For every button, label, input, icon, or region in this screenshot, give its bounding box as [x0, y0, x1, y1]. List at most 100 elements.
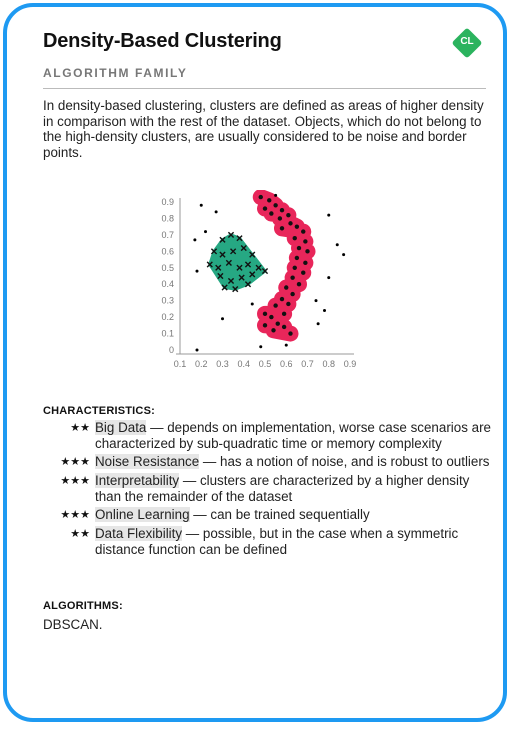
y-tick-label: 0.2: [161, 312, 174, 322]
noise-point: [327, 276, 331, 280]
cluster-point: [262, 323, 268, 328]
scatter-chart: 00.10.20.30.40.50.60.70.80.90.1 0.2 0.3 0.4…: [161, 190, 356, 369]
cluster-point: [286, 301, 291, 307]
noise-point: [274, 193, 278, 197]
card-description: In density-based clustering, clusters ar…: [43, 98, 484, 160]
characteristic-name: Data Flexibility: [95, 526, 183, 542]
x-tick-label: 0.7: [301, 359, 314, 369]
x-tick-label: 0.8: [322, 359, 335, 369]
characteristic-name: Interpretability: [95, 473, 180, 489]
cross-point: [221, 284, 228, 291]
characteristic-item: ★★★ Noise Resistance — has a notion of no…: [43, 454, 493, 470]
cross-point: [261, 267, 269, 275]
x-tick-label: 0.4: [237, 359, 250, 369]
y-tick-label: 0.7: [161, 230, 174, 240]
noise-point: [327, 213, 331, 217]
chart-axes: 00.10.20.30.40.50.60.70.80.90.1 0.2 0.3 0.4…: [161, 197, 356, 369]
card-title: Density-Based Clustering: [43, 30, 282, 52]
cluster-point: [286, 212, 291, 218]
noise-point: [335, 243, 339, 247]
category-badge: CL: [451, 27, 483, 59]
cross-point: [240, 244, 247, 252]
cross-point: [225, 259, 232, 266]
badge-label: CL: [460, 36, 474, 47]
cluster-point: [296, 245, 302, 251]
cross-point: [249, 271, 256, 278]
noise-point: [204, 230, 207, 234]
noise-point: [195, 269, 199, 273]
noise-point: [250, 302, 254, 306]
noise-point: [314, 299, 318, 303]
x-tick-label: 0.9: [344, 359, 357, 369]
characteristic-text: — possible, but in the case when a symme…: [95, 526, 459, 557]
y-tick-label: 0.8: [161, 213, 174, 223]
cluster-point: [290, 275, 295, 280]
cross-point: [227, 277, 235, 285]
y-tick-label: 0.6: [161, 246, 174, 256]
cluster-point: [279, 296, 285, 302]
y-tick-label: 0.1: [161, 329, 174, 339]
characteristic-name: Online Learning: [95, 507, 190, 523]
algorithms-title: ALGORITHMS:: [43, 600, 123, 612]
cross-point: [219, 251, 226, 258]
cluster-point: [294, 255, 300, 261]
cluster-point: [273, 203, 278, 208]
noise-point: [193, 238, 197, 242]
cross-point: [232, 286, 239, 293]
cross-point: [215, 264, 222, 271]
cluster-regions: [208, 190, 316, 342]
characteristic-text: — can be trained sequentially: [189, 507, 370, 523]
y-tick-label: 0: [169, 345, 174, 355]
cluster-point: [288, 331, 293, 336]
characteristics-list: ★★ Big Data — depends on implementation, …: [43, 420, 493, 561]
cluster-point: [301, 229, 306, 234]
cluster-point: [271, 328, 276, 333]
x-tick-label: 0.3: [216, 359, 229, 369]
characteristic-item: ★★ Data Flexibility — possible, but in th…: [43, 526, 493, 557]
characteristic-item: ★★★ Interpretability — clusters are chara…: [43, 473, 493, 504]
star-rating-icon: ★★★: [60, 509, 90, 522]
cluster-point: [290, 291, 295, 297]
noise-point: [214, 210, 218, 214]
noise-point: [195, 348, 199, 352]
cluster-point: [303, 260, 308, 266]
cross-point: [244, 281, 252, 288]
noise-point: [316, 322, 320, 326]
noise-point: [199, 203, 203, 207]
cluster-point: [292, 265, 297, 270]
y-tick-label: 0.5: [161, 263, 174, 273]
cluster-point: [301, 270, 306, 275]
cross-point: [227, 231, 235, 238]
cross-point: [217, 272, 224, 280]
x-tick-label: 0.5: [259, 359, 272, 369]
cluster-point: [273, 303, 278, 308]
cluster-point: [279, 226, 285, 231]
characteristics-title: CHARACTERISTICS:: [43, 405, 155, 417]
cluster-point: [262, 311, 268, 317]
cross-point: [244, 261, 252, 268]
algorithm-card: [3, 3, 507, 722]
green-cluster-region: [208, 233, 267, 291]
characteristic-name: Big Data: [95, 420, 147, 435]
cross-point: [206, 261, 213, 268]
cluster-point: [281, 324, 287, 330]
cluster-point: [305, 249, 310, 254]
cluster-point: [267, 198, 272, 203]
cross-point: [238, 274, 245, 281]
x-tick-label: 0.2: [195, 359, 208, 369]
cross-point: [255, 264, 262, 271]
cross-point: [236, 264, 243, 271]
card-subtitle: ALGORITHM FAMILY: [43, 66, 188, 80]
cluster-point: [269, 314, 274, 320]
cross-point: [230, 248, 237, 255]
star-rating-icon: ★★: [70, 422, 90, 434]
cluster-point: [288, 221, 293, 226]
y-tick-label: 0.4: [161, 279, 174, 289]
star-rating-icon: ★★★: [60, 475, 90, 488]
characteristic-name: Noise Resistance: [95, 454, 200, 470]
cluster-point: [258, 194, 263, 200]
cluster-point: [284, 285, 289, 290]
characteristic-text: — has a notion of noise, and is robust t…: [199, 454, 490, 470]
cross-point: [249, 251, 256, 258]
cluster-point: [277, 216, 283, 221]
